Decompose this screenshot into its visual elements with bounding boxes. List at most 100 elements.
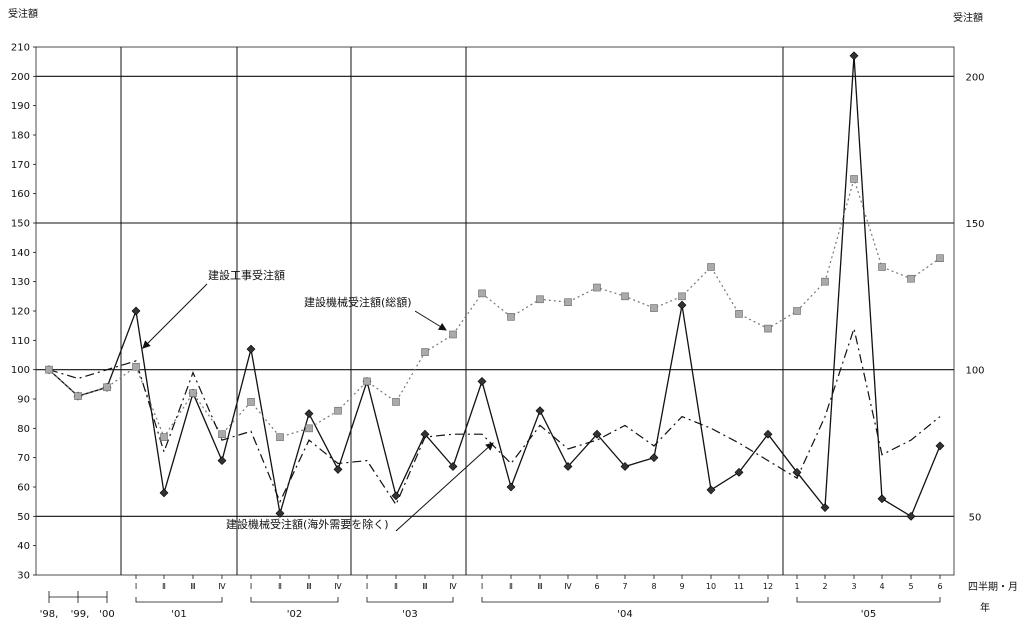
series-2-point bbox=[793, 307, 801, 315]
y-tick-label-right: 150 bbox=[965, 219, 984, 230]
y-tick-label: 170 bbox=[11, 160, 30, 171]
series-2-point bbox=[276, 433, 284, 441]
series-1-point bbox=[217, 456, 227, 466]
series-line-3 bbox=[48, 326, 941, 506]
series-2-point bbox=[132, 362, 140, 371]
year-bracket bbox=[481, 597, 769, 603]
year-label: '02 bbox=[287, 609, 302, 620]
y-tick-label: 100 bbox=[11, 365, 30, 376]
x-tick-label: 10 bbox=[706, 582, 716, 591]
annotation-arrow-3 bbox=[395, 442, 494, 532]
series-2-point bbox=[305, 424, 313, 433]
series-1-point bbox=[677, 300, 687, 310]
y-tick-label: 60 bbox=[17, 483, 30, 494]
x-tick-label: Ⅱ bbox=[394, 582, 398, 591]
series-2-point bbox=[593, 283, 601, 292]
y-tick-label: 150 bbox=[11, 219, 30, 230]
series-1-point bbox=[391, 491, 401, 501]
series-2-point bbox=[334, 406, 342, 415]
x-tick-label: Ⅰ bbox=[481, 582, 483, 591]
series-2-point bbox=[218, 430, 226, 439]
x-tick-label: 9 bbox=[679, 582, 684, 591]
x-tick-label: Ⅱ bbox=[162, 582, 166, 591]
series-line-2 bbox=[48, 176, 941, 439]
series-2-point bbox=[907, 274, 915, 283]
x-axis-period-title: 四半期・月 bbox=[968, 580, 1018, 593]
y-tick-label: 210 bbox=[11, 43, 30, 54]
series-1-point bbox=[304, 409, 314, 419]
series-1-point bbox=[159, 488, 169, 498]
series-2-point bbox=[650, 304, 658, 312]
annotation-machinery-total: 建設機械受注額(総額) bbox=[304, 295, 412, 309]
series-1-point bbox=[849, 51, 859, 61]
x-axis-year-title: 年 bbox=[980, 601, 990, 614]
year-label: '99, bbox=[71, 609, 90, 620]
y-axis-title-right: 受注額 bbox=[953, 11, 983, 24]
series-2-point bbox=[936, 254, 944, 262]
y-axis-title-left: 受注額 bbox=[8, 7, 38, 20]
y-tick-label: 50 bbox=[17, 512, 30, 523]
year-label: '01 bbox=[171, 609, 186, 620]
series-1-point bbox=[877, 494, 887, 504]
series-1-point bbox=[448, 462, 458, 471]
x-tick-label: 6 bbox=[594, 582, 599, 591]
series-1-point bbox=[734, 467, 744, 477]
y-tick-label: 90 bbox=[17, 395, 30, 406]
x-tick-label: Ⅱ bbox=[278, 582, 282, 591]
x-tick-label: Ⅰ bbox=[250, 582, 252, 591]
y-tick-label: 70 bbox=[17, 453, 30, 464]
x-tick-label: 7 bbox=[622, 582, 627, 591]
year-label: '05 bbox=[861, 609, 876, 620]
x-tick-label: 2 bbox=[822, 582, 827, 591]
x-tick-label: 1 bbox=[794, 582, 799, 591]
series-2-point bbox=[764, 324, 772, 333]
x-tick-label: Ⅳ bbox=[449, 582, 457, 591]
x-tick-label: Ⅲ bbox=[190, 582, 196, 591]
series-1-point bbox=[506, 482, 516, 492]
series-1-point bbox=[820, 503, 830, 512]
year-label: '00 bbox=[99, 609, 114, 620]
series-line-1 bbox=[48, 55, 941, 518]
series-1-point bbox=[563, 462, 573, 471]
series-2-point bbox=[735, 310, 743, 318]
y-tick-label-right: 100 bbox=[965, 366, 984, 377]
series-2-point bbox=[536, 295, 544, 304]
year-bracket bbox=[366, 597, 454, 603]
series-1-point bbox=[620, 462, 630, 471]
x-tick-label: Ⅱ bbox=[509, 582, 513, 591]
series-1-point bbox=[935, 441, 945, 451]
y-tick-label: 190 bbox=[11, 101, 30, 112]
series-2-point bbox=[707, 263, 715, 271]
series-2-point bbox=[392, 398, 400, 406]
series-1-point bbox=[477, 376, 487, 386]
series-1-point bbox=[706, 485, 716, 495]
series-1-point bbox=[420, 429, 430, 439]
series-2-point bbox=[247, 398, 255, 406]
y-tick-label-right: 200 bbox=[965, 72, 984, 83]
x-tick-label: Ⅰ bbox=[135, 582, 137, 591]
x-tick-label: 6 bbox=[937, 582, 942, 591]
x-tick-label: 4 bbox=[879, 582, 884, 591]
y-tick-label: 200 bbox=[11, 72, 30, 83]
series-1-point bbox=[275, 508, 285, 518]
y-tick-label: 140 bbox=[11, 248, 30, 259]
series-2-point bbox=[621, 292, 629, 301]
x-tick-label: 11 bbox=[734, 582, 744, 591]
series-1-point bbox=[131, 306, 141, 316]
y-tick-label: 180 bbox=[11, 131, 30, 142]
series-2-point bbox=[564, 298, 572, 307]
x-tick-label: Ⅳ bbox=[334, 582, 342, 591]
annotation-construction-orders: 建設工事受注額 bbox=[208, 268, 285, 282]
series-2-point bbox=[821, 277, 829, 286]
y-tick-label: 80 bbox=[17, 424, 30, 435]
year-bracket bbox=[250, 597, 339, 603]
x-tick-label: Ⅳ bbox=[218, 582, 226, 591]
series-1-point bbox=[246, 344, 256, 354]
y-tick-label: 130 bbox=[11, 277, 30, 288]
series-2-point bbox=[507, 313, 515, 321]
series-2-point bbox=[45, 365, 53, 374]
series-2-point bbox=[363, 377, 371, 386]
y-tick-label: 120 bbox=[11, 307, 30, 318]
